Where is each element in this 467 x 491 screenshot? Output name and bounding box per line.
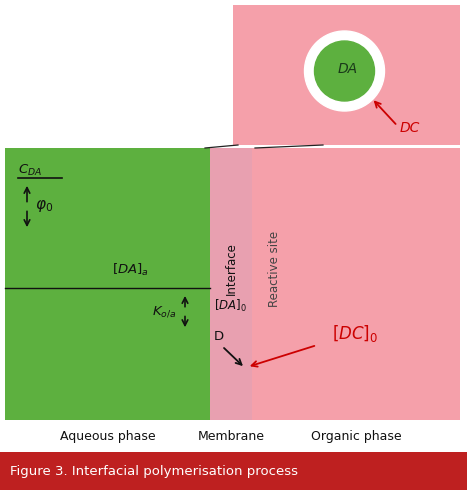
- Text: $K_{o/a}$: $K_{o/a}$: [152, 304, 177, 319]
- Bar: [252, 148, 460, 420]
- Text: Organic phase: Organic phase: [311, 430, 401, 443]
- Text: $[DA]_0$: $[DA]_0$: [214, 298, 247, 314]
- Text: $\varphi_0$: $\varphi_0$: [35, 198, 53, 215]
- Text: Figure 3. Interfacial polymerisation process: Figure 3. Interfacial polymerisation pro…: [10, 464, 298, 478]
- Text: $[DC]_0$: $[DC]_0$: [332, 323, 378, 344]
- Text: $[DA]_a$: $[DA]_a$: [112, 262, 149, 278]
- Bar: [233, 5, 460, 145]
- Text: DA: DA: [338, 62, 358, 76]
- Text: Reactive site: Reactive site: [268, 231, 281, 307]
- Circle shape: [304, 31, 384, 111]
- Text: Aqueous phase: Aqueous phase: [60, 430, 156, 443]
- Text: D: D: [214, 330, 224, 343]
- Text: Interface: Interface: [225, 243, 238, 296]
- Circle shape: [314, 41, 375, 101]
- Text: $C_{DA}$: $C_{DA}$: [18, 163, 42, 178]
- Bar: [0, 452, 467, 490]
- Bar: [210, 148, 252, 420]
- Text: Membrane: Membrane: [198, 430, 264, 443]
- Text: DC: DC: [399, 121, 420, 135]
- Bar: [5, 148, 210, 288]
- Bar: [5, 288, 210, 420]
